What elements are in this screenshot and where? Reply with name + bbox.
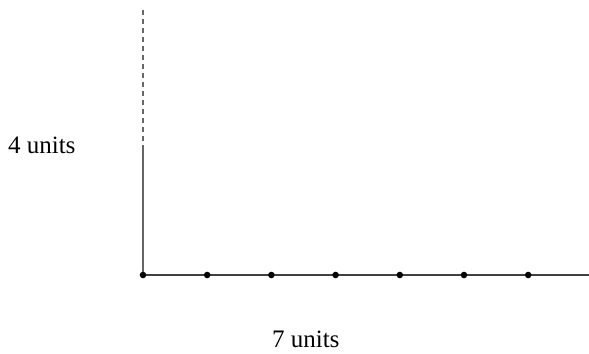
vertical-label: 4 units: [8, 132, 75, 159]
unit-dot: [139, 271, 147, 279]
horizontal-label: 7 units: [272, 326, 339, 353]
unit-dot: [525, 271, 532, 279]
unit-dot: [460, 271, 468, 279]
unit-dot: [332, 271, 339, 279]
unit-dot: [396, 271, 403, 279]
unit-dot: [268, 271, 275, 279]
unit-dots: [139, 271, 532, 279]
unit-dot: [204, 271, 211, 279]
